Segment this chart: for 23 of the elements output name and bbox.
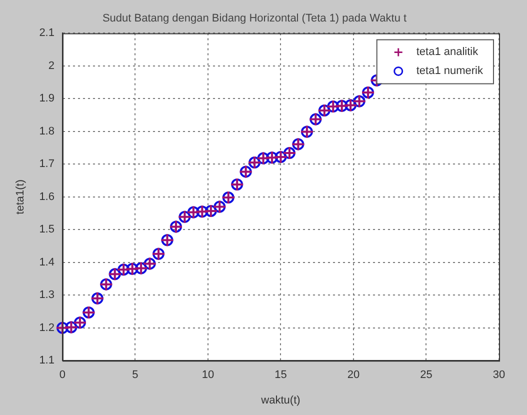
- x-axis-title: waktu(t): [260, 394, 300, 406]
- y-tick-label: 1.2: [39, 322, 54, 334]
- x-tick-label: 5: [132, 369, 138, 382]
- y-tick-label: 1.7: [39, 158, 54, 170]
- x-tick-label: 0: [59, 369, 66, 382]
- y-tick-label: 1.9: [39, 92, 54, 105]
- y-tick-label: 1.8: [39, 125, 54, 138]
- x-tick-label: 25: [420, 369, 432, 382]
- y-tick-label: 2: [48, 60, 54, 72]
- y-tick-label: 1.1: [39, 354, 54, 367]
- chart-title: Sudut Batang dengan Bidang Horizontal (Teta 1) pada Waktu t: [102, 12, 407, 25]
- y-tick-label: 1.4: [39, 256, 54, 268]
- y-tick-label: 2.1: [39, 27, 54, 40]
- y-tick-label: 1.6: [39, 190, 54, 203]
- x-tick-label: 30: [492, 369, 506, 382]
- y-axis-title: teta1(t): [14, 179, 27, 214]
- x-tick-label: 20: [347, 369, 360, 382]
- legend-label: teta1 numerik: [416, 65, 484, 78]
- y-tick-label: 1.3: [39, 289, 54, 302]
- y-tick-label: 1.5: [39, 224, 54, 236]
- x-tick-label: 10: [202, 369, 214, 382]
- x-tick-label: 15: [274, 369, 287, 382]
- legend-label: teta1 analitik: [416, 46, 479, 58]
